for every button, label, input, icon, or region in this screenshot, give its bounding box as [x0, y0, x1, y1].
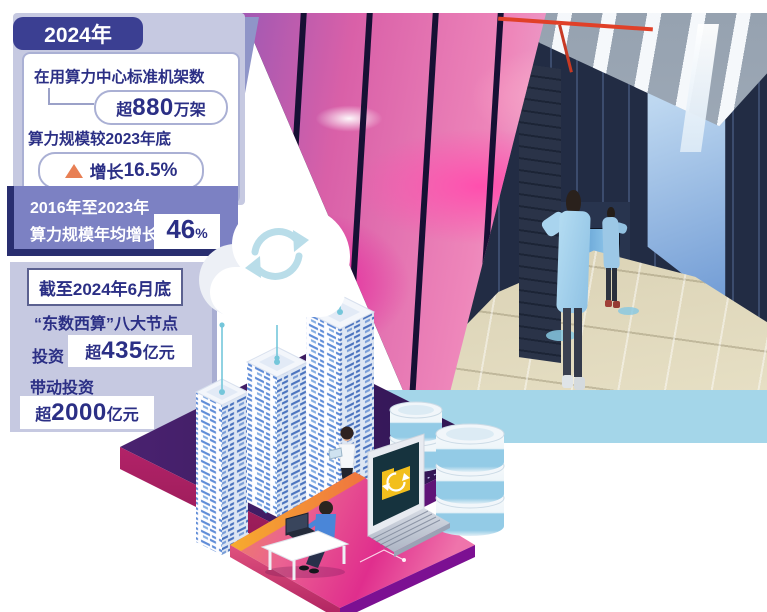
folder-sync-icon [382, 466, 410, 500]
cagr-value-box: 46% [154, 214, 220, 249]
panel-investment: 截至2024年6月底 “东数西算”八大节点 投资 超 435 亿元 带动投资 超 20… [10, 262, 217, 432]
shoe [573, 377, 586, 390]
leg [612, 268, 617, 301]
person-at-desk [260, 501, 350, 580]
cloud-sync-icon [199, 207, 350, 317]
stat-value: 16.5% [123, 159, 178, 181]
scale-label: 算力规模较2023年底 [28, 131, 171, 148]
stat-value: 880 [132, 93, 174, 121]
stat-prefix: 超 [35, 406, 52, 424]
stat-suffix: 万架 [173, 101, 206, 119]
shoe [612, 300, 621, 308]
growth-stat-pill: 增长 16.5% [38, 152, 204, 189]
lab-coat [555, 210, 591, 313]
period-label: 2016年至2023年 [30, 200, 150, 217]
leg [606, 268, 611, 301]
floor-marker-2 [617, 307, 640, 316]
technician-1 [540, 190, 597, 390]
panel-growth-rate: 2016年至2023年 算力规模年均增长 46% [7, 186, 238, 256]
stat-prefix: 超 [85, 345, 102, 362]
nodes-label: “东数西算”八大节点 [34, 316, 179, 333]
stat-value: 2000 [51, 398, 107, 426]
technician-2 [599, 207, 628, 309]
server-tower-right [304, 294, 376, 529]
server-tower-middle [245, 346, 309, 517]
invest-value-box: 超 435 亿元 [68, 335, 192, 367]
head [566, 190, 581, 215]
invest-label: 投资 [32, 349, 65, 366]
database-stack-large [435, 423, 505, 536]
stat-suffix: 亿元 [142, 345, 175, 362]
cagr-label: 算力规模年均增长 [30, 227, 159, 244]
floor-marker-1 [546, 329, 576, 341]
panel-inner: 在用算力中心标准机架数 超 880 万架 算力规模较2023年底 增长 16.5% [22, 52, 240, 204]
lab-coat [602, 217, 621, 271]
leg [573, 308, 582, 378]
head [607, 207, 616, 221]
connector-line [48, 88, 94, 105]
stat-suffix: 亿元 [106, 406, 139, 424]
stat-prefix: 增长 [89, 163, 124, 182]
cloud-computing-illustration [120, 207, 505, 612]
shoe [605, 299, 613, 307]
server-tower-left [194, 378, 250, 555]
stat-unit: % [195, 225, 208, 241]
stat-prefix: 超 [116, 101, 133, 119]
date-header-box: 截至2024年6月底 [27, 268, 183, 306]
panel-2024: 2024年 在用算力中心标准机架数 超 880 万架 算力规模较2023年底 增长 1… [13, 13, 259, 209]
drive-value-box: 超 2000 亿元 [20, 396, 154, 429]
racks-label: 在用算力中心标准机架数 [34, 69, 205, 86]
leg [563, 308, 572, 378]
platform-pink [230, 472, 475, 612]
racks-stat-pill: 超 880 万架 [94, 90, 228, 125]
up-triangle-icon [64, 163, 83, 178]
stat-value: 435 [101, 337, 143, 364]
shoe [561, 375, 573, 388]
stat-value: 46 [166, 214, 196, 244]
laptop-illustration [367, 433, 450, 557]
year-header: 2024年 [13, 17, 143, 50]
drive-label: 带动投资 [30, 380, 95, 397]
